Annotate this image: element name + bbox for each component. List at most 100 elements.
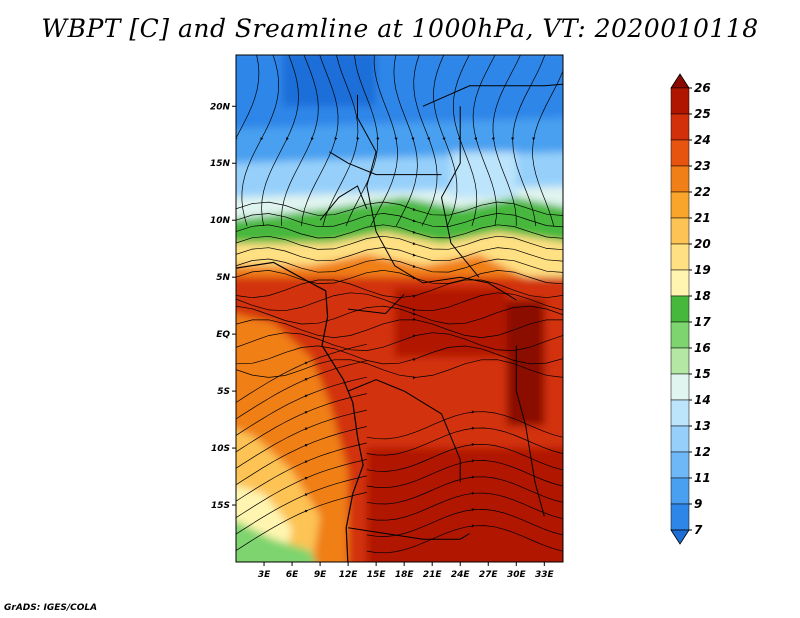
streamline <box>236 376 367 436</box>
streamline-arrow <box>471 459 475 463</box>
colorbar-label: 16 <box>694 341 711 355</box>
streamline-arrow <box>491 137 495 141</box>
streamline-arrow <box>304 509 308 513</box>
colorbar-label: 20 <box>694 237 711 251</box>
streamline <box>236 201 563 216</box>
streamline-arrow <box>412 276 416 280</box>
streamline <box>236 247 563 262</box>
x-tick-label: 15E <box>367 570 387 580</box>
colorbar-segment <box>670 217 690 245</box>
colorbar-label: 25 <box>694 107 711 121</box>
streamline-arrow <box>304 361 308 365</box>
streamline <box>452 55 478 227</box>
streamline <box>236 426 367 486</box>
streamline-arrow <box>471 410 475 414</box>
x-tick-label: 9E <box>314 570 327 580</box>
colorbar-label: 26 <box>694 81 711 95</box>
streamline <box>236 258 563 273</box>
streamline-arrow <box>471 508 475 512</box>
border-line <box>440 106 480 278</box>
colorbar-label: 13 <box>694 419 711 433</box>
colorbar-label: 24 <box>694 133 711 147</box>
coastline <box>236 261 364 562</box>
colorbar-segment <box>670 87 690 115</box>
colorbar-segment <box>670 347 690 375</box>
colorbar-segment <box>670 503 690 531</box>
streamline-arrow <box>412 230 416 234</box>
x-tick-label: 12E <box>339 570 359 580</box>
colorbar-label: 19 <box>694 263 711 277</box>
streamline <box>366 525 563 554</box>
colorbar-segment <box>670 295 690 323</box>
colorbar-segment <box>670 269 690 297</box>
streamline-arrow <box>310 137 314 141</box>
streamline-arrow <box>304 394 308 398</box>
x-tick-label: 24E <box>451 570 471 580</box>
colorbar-label: 7 <box>694 523 703 537</box>
border-line <box>515 345 545 517</box>
colorbar-label: 15 <box>694 367 711 381</box>
streamline-arrow <box>427 137 431 141</box>
x-tick-label: 21E <box>423 570 443 580</box>
colorbar-cap-bottom <box>670 529 690 545</box>
streamline <box>236 269 563 285</box>
colorbar-label: 14 <box>694 393 711 407</box>
streamline <box>345 55 379 227</box>
colorbar-segment <box>670 321 690 349</box>
streamline <box>366 411 563 440</box>
streamline <box>236 343 367 403</box>
streamline-arrow <box>304 460 308 464</box>
streamline <box>236 475 367 535</box>
streamline <box>236 279 563 299</box>
border-line <box>319 185 368 221</box>
streamline <box>236 224 563 239</box>
colorbar-segment <box>670 243 690 271</box>
colorbar-cap-top <box>670 73 690 89</box>
wbpt-shade <box>236 520 316 562</box>
x-axis: 3E 6E 9E 12E 15E 18E 21E 24E 27E 30E 33E <box>258 562 554 580</box>
streamline-arrow <box>412 264 416 268</box>
streamline-arrow <box>471 491 475 495</box>
colorbar-segment <box>670 477 690 505</box>
y-tick-label: 20N <box>210 102 231 112</box>
streamline <box>236 393 367 453</box>
streamline <box>236 292 563 312</box>
colorbar-label: 21 <box>694 211 711 225</box>
y-tick-label: 5N <box>216 273 230 283</box>
streamline <box>236 305 563 325</box>
x-tick-label: 18E <box>395 570 415 580</box>
x-tick-label: 3E <box>258 570 271 580</box>
streamline-arrow <box>412 358 416 362</box>
streamline <box>236 55 260 139</box>
streamline <box>366 476 563 505</box>
y-axis: 20N 15N 10N 5N EQ 5S 10S 15S <box>210 102 236 511</box>
border-line <box>422 83 563 107</box>
streamline-arrow <box>412 317 416 321</box>
streamlines <box>236 55 563 554</box>
streamline-arrow <box>412 242 416 246</box>
streamline <box>236 360 367 420</box>
y-tick-label: 5S <box>217 387 230 397</box>
border-line <box>348 527 470 540</box>
colorbar: 26 25 24 23 22 21 20 19 18 17 16 15 14 13 12 11 9 7 <box>670 73 711 545</box>
colorbar-label: 17 <box>694 315 711 329</box>
streamline-arrow <box>304 378 308 382</box>
streamline-arrow <box>471 524 475 528</box>
y-tick-label: 15N <box>210 159 231 169</box>
streamline-arrow <box>412 219 416 223</box>
colorbar-label: 11 <box>694 471 711 485</box>
streamline-arrow <box>457 137 461 141</box>
streamline <box>366 443 563 472</box>
streamline-arrow <box>304 443 308 447</box>
streamline-arrow <box>412 253 416 257</box>
streamline <box>236 213 563 228</box>
streamline-arrow <box>511 137 515 141</box>
streamline-arrow <box>412 207 416 211</box>
streamline <box>472 55 497 226</box>
streamline-arrow <box>474 137 478 141</box>
wbpt-field <box>236 55 563 562</box>
y-tick-label: 10S <box>211 444 230 454</box>
y-tick-label: 10N <box>210 216 231 226</box>
colorbar-segment <box>670 399 690 427</box>
map-panel <box>236 55 563 562</box>
